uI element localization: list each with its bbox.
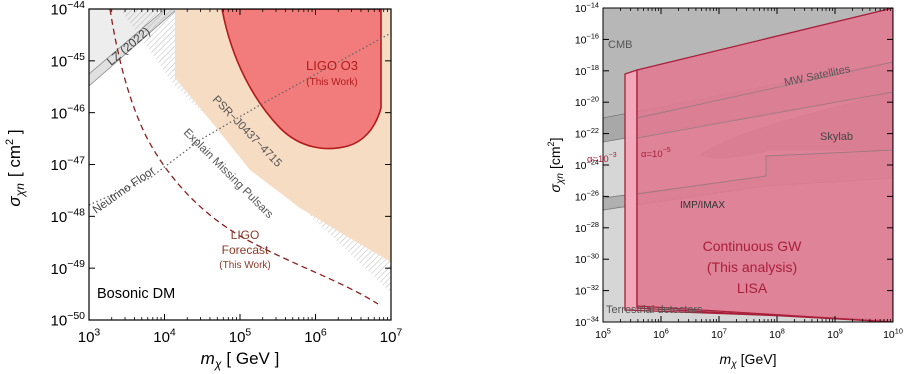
- ligo-forecast-label-2: Forecast: [222, 243, 269, 257]
- left-y-ticks: 10−50 10−49 10−48 10−47 10−46 10−45 10−44: [51, 0, 391, 330]
- neutrino-floor-line: [89, 32, 391, 206]
- x-tick-label: 105: [595, 326, 611, 341]
- y-tick-label: 10−20: [575, 94, 599, 109]
- right-chart: 105 106 107 108 109 1010 10−34 10−32 10−30 10−28…: [546, 0, 903, 370]
- left-x-axis-label: mχ[ GeV ]: [201, 349, 280, 371]
- alpha-1e-3-label: α=10−3: [587, 152, 617, 165]
- ligo-o3-note: (This Work): [306, 77, 357, 88]
- x-tick-label: 106: [653, 326, 669, 341]
- y-tick-label: 10−45: [51, 51, 86, 71]
- y-tick-label: 10−18: [575, 63, 599, 78]
- bosonic-dm-label: Bosonic DM: [97, 286, 175, 302]
- y-tick-label: 10−50: [51, 310, 86, 330]
- x-tick-label: 106: [304, 326, 327, 346]
- y-tick-label: 10−34: [575, 314, 599, 329]
- right-y-ticks: 10−34 10−32 10−30 10−28 10−26 10−24 10−22 10−20…: [575, 0, 893, 329]
- y-tick-label: 10−28: [575, 220, 599, 235]
- y-tick-label: 10−49: [51, 258, 86, 278]
- x-tick-label: 103: [78, 326, 101, 346]
- y-tick-label: 10−16: [575, 32, 599, 47]
- y-tick-label: 10−30: [575, 251, 599, 266]
- ligo-o3-label: LIGO O3: [306, 58, 358, 73]
- x-tick-label: 1010: [883, 326, 903, 341]
- x-tick-label: 108: [769, 326, 785, 341]
- y-tick-label: 10−26: [575, 189, 599, 204]
- y-tick-label: 10−44: [51, 0, 86, 19]
- left-x-ticks: 103 104 105 106 107: [78, 9, 403, 346]
- y-tick-label: 10−32: [575, 283, 599, 298]
- ligo-forecast-line: [109, 9, 379, 305]
- y-tick-label: 10−47: [51, 154, 86, 174]
- ligo-o3-region: [221, 9, 382, 150]
- y-tick-label: 10−22: [575, 126, 599, 141]
- mw-lower-overlay-line: [636, 91, 893, 139]
- x-tick-label: 109: [827, 326, 843, 341]
- x-tick-label: 104: [153, 326, 176, 346]
- imp-overlay-line: [636, 149, 893, 195]
- ligo-forecast-note: (This Work): [219, 260, 270, 271]
- continuous-gw-label: Continuous GW: [703, 238, 803, 254]
- terrestrial-detectors-label: Terrestrial detectors: [606, 304, 703, 316]
- y-tick-label: 10−46: [51, 103, 86, 123]
- y-tick-label: 10−24: [575, 157, 599, 172]
- lisa-label: LISA: [737, 280, 768, 296]
- left-chart: 103 104 105 106 107 10−50 10−49 10−48 10−47 10−4…: [4, 0, 402, 371]
- this-analysis-label: (This analysis): [707, 259, 797, 275]
- mw-overlay-line: [636, 61, 893, 119]
- x-tick-label: 107: [711, 326, 727, 341]
- alpha-1e-5-region: [636, 8, 893, 322]
- x-tick-label: 107: [380, 326, 403, 346]
- left-y-axis-label: σχn[ cm2 ]: [4, 129, 27, 206]
- y-tick-label: 10−48: [51, 206, 86, 226]
- cmb-label: CMB: [608, 39, 632, 51]
- alpha-1e-5-label: α=10−5: [641, 147, 671, 160]
- ligo-forecast-label-1: LIGO: [231, 228, 260, 242]
- x-tick-label: 105: [229, 326, 252, 346]
- imp-imax-label: IMP/IMAX: [680, 200, 725, 211]
- skylab-label: Skylab: [820, 131, 853, 143]
- right-y-axis-label: σχn[cm2]: [546, 138, 566, 193]
- right-x-axis-label: mχ [GeV]: [720, 351, 777, 370]
- y-tick-label: 10−14: [575, 0, 599, 15]
